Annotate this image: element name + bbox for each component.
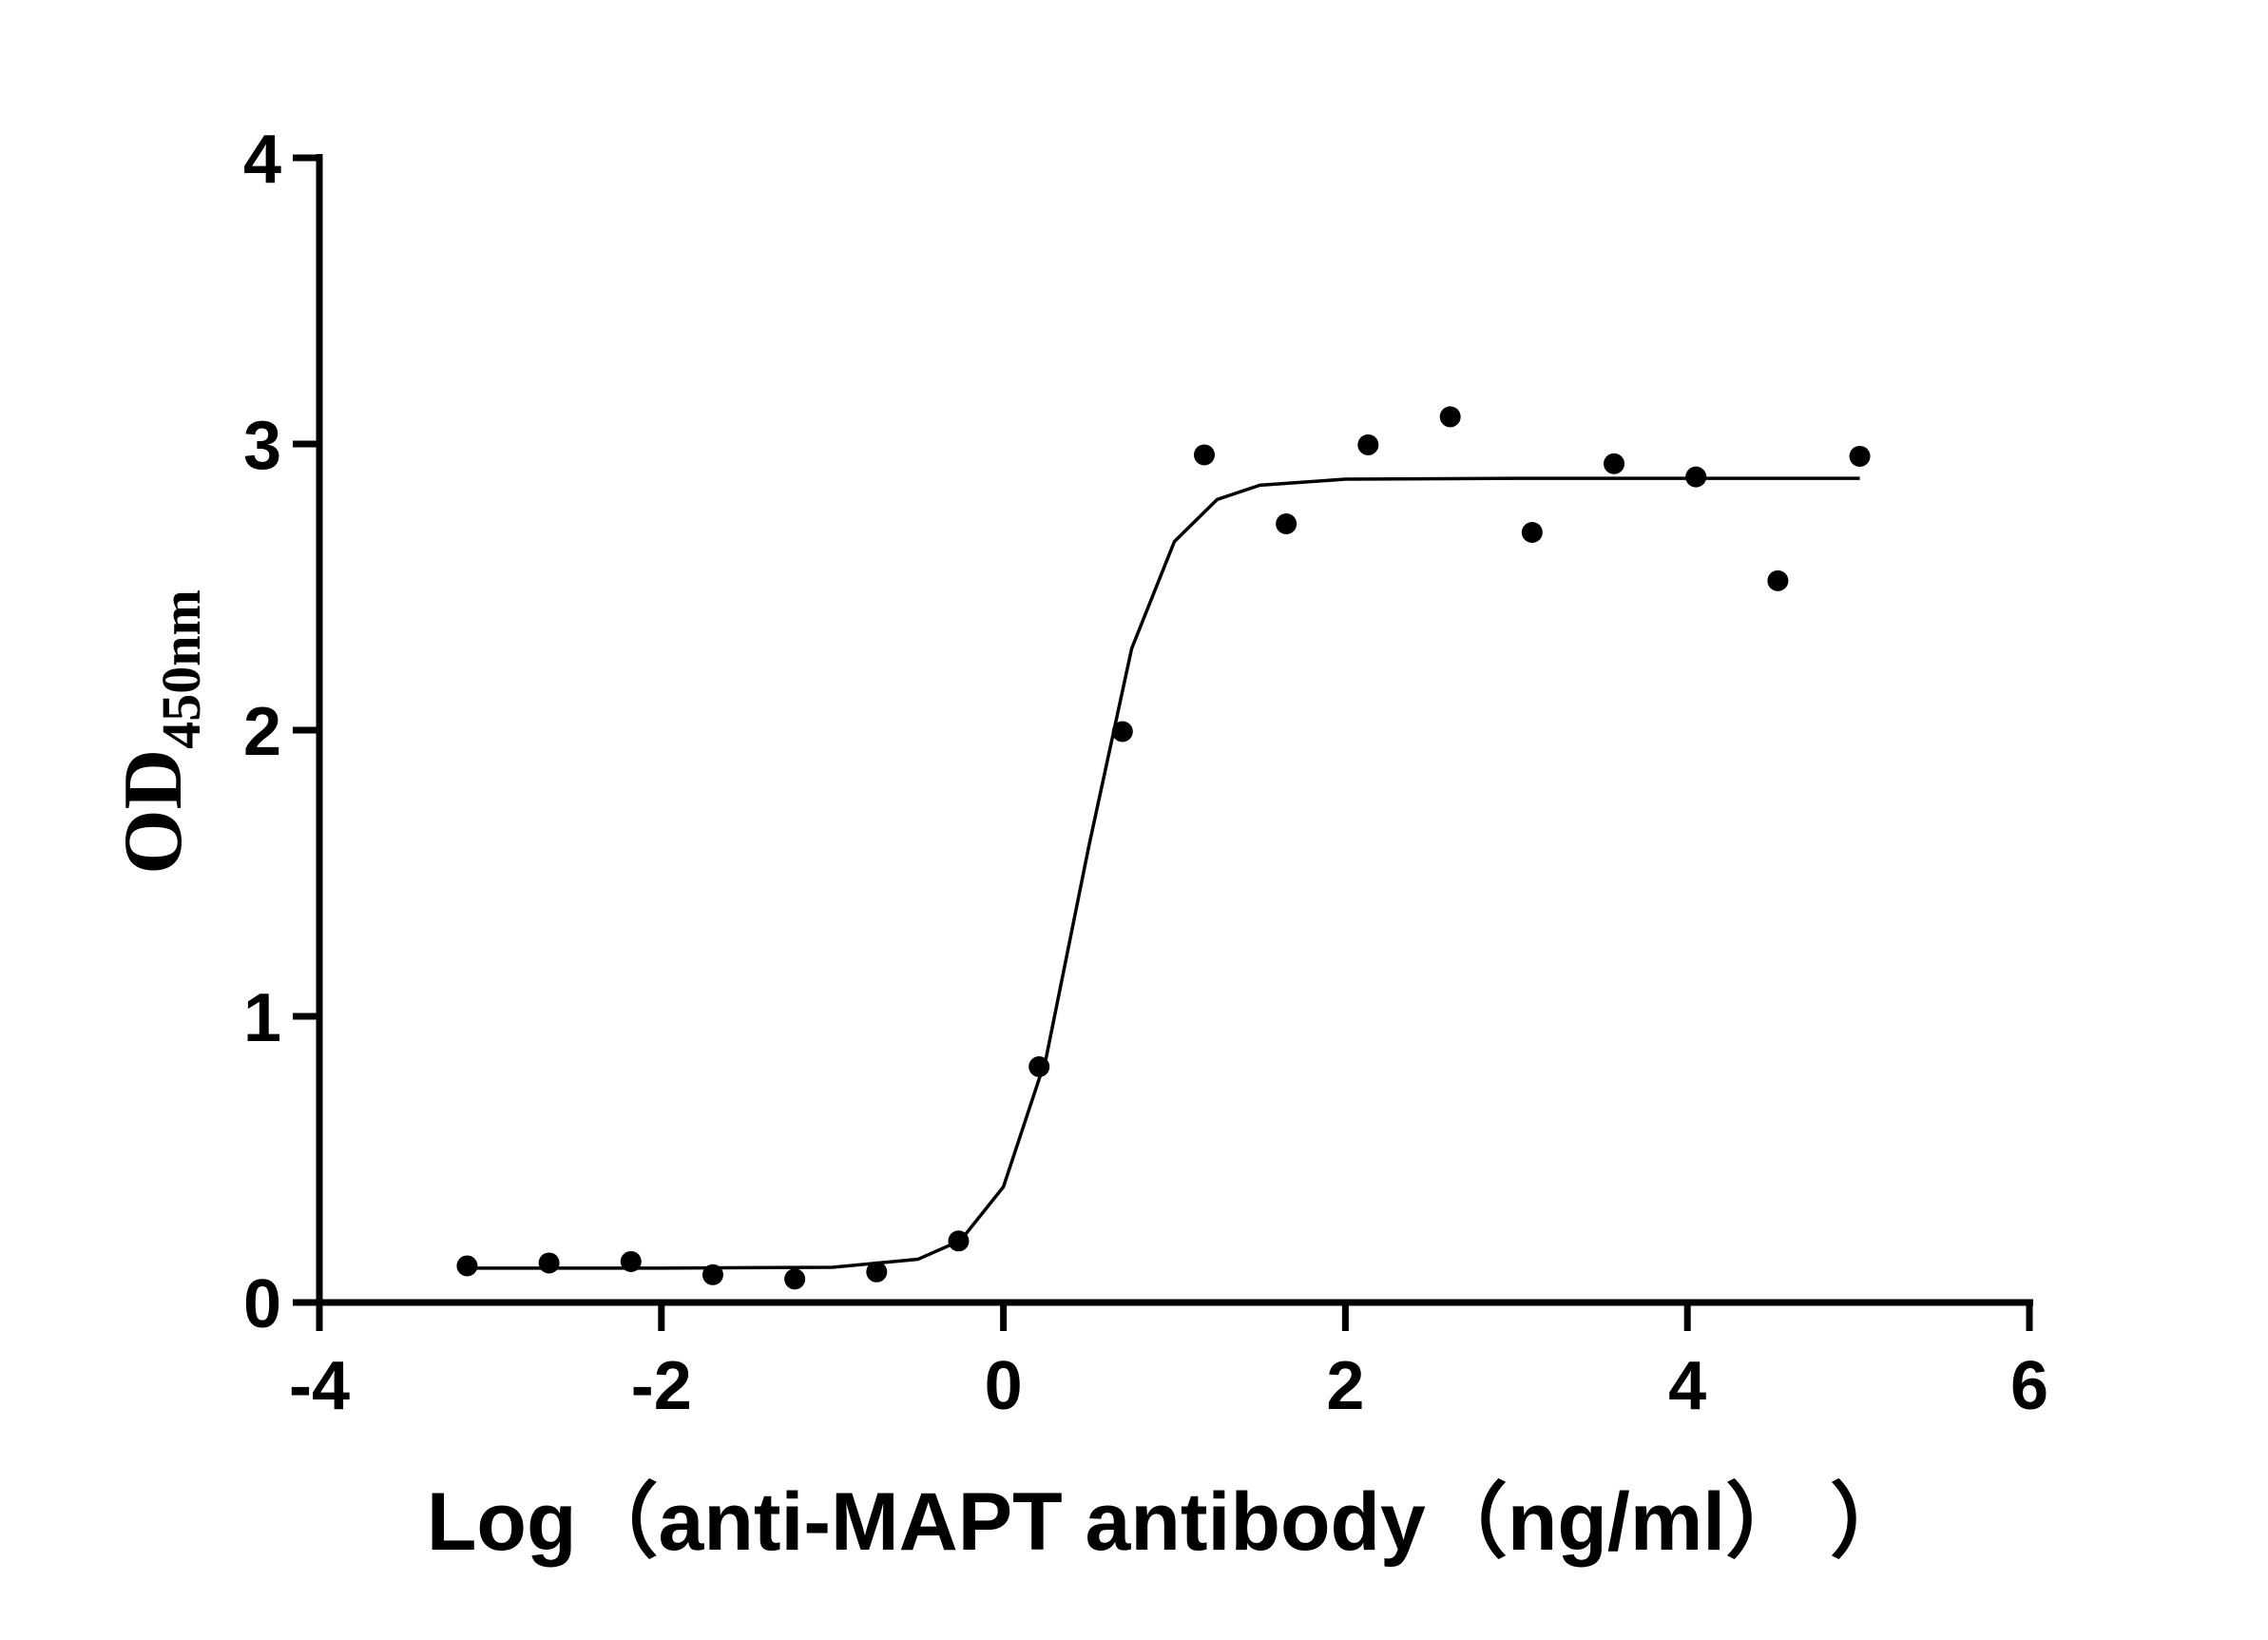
data-point bbox=[456, 1255, 478, 1277]
data-point bbox=[866, 1261, 888, 1283]
data-point bbox=[1521, 522, 1543, 544]
data-point bbox=[620, 1250, 642, 1272]
y-tick-label: 0 bbox=[243, 1266, 281, 1342]
x-axis-label: Log（anti-MAPT antibody（ng/ml） ） bbox=[427, 1476, 1912, 1568]
data-point bbox=[1849, 445, 1871, 467]
fit-curve bbox=[467, 476, 1860, 1270]
data-point bbox=[1276, 512, 1297, 534]
data-point bbox=[1439, 406, 1461, 428]
y-axis-label: OD450nm bbox=[107, 589, 212, 875]
data-point bbox=[1193, 444, 1215, 466]
x-tick-label: -2 bbox=[631, 1348, 692, 1424]
y-tick-label: 2 bbox=[243, 694, 281, 770]
x-tick-label: 6 bbox=[2010, 1348, 2048, 1424]
data-point bbox=[784, 1268, 806, 1290]
data-point bbox=[948, 1230, 970, 1252]
data-point bbox=[702, 1264, 723, 1285]
y-tick-label: 1 bbox=[243, 980, 281, 1056]
y-label-sub: 450nm bbox=[150, 589, 212, 749]
data-point bbox=[1767, 569, 1789, 591]
data-point bbox=[1111, 721, 1133, 743]
data-point bbox=[1685, 466, 1707, 488]
data-point bbox=[1604, 453, 1625, 474]
y-tick-label: 4 bbox=[243, 122, 281, 198]
y-tick-label: 3 bbox=[243, 408, 281, 484]
data-point bbox=[1357, 434, 1379, 455]
x-tick-label: -4 bbox=[289, 1348, 350, 1424]
x-tick-label: 4 bbox=[1668, 1348, 1706, 1424]
y-label-main: OD bbox=[107, 749, 200, 875]
x-tick-label: 0 bbox=[985, 1348, 1023, 1424]
data-point bbox=[538, 1252, 560, 1274]
data-point bbox=[1028, 1055, 1050, 1077]
x-tick-label: 2 bbox=[1326, 1348, 1364, 1424]
